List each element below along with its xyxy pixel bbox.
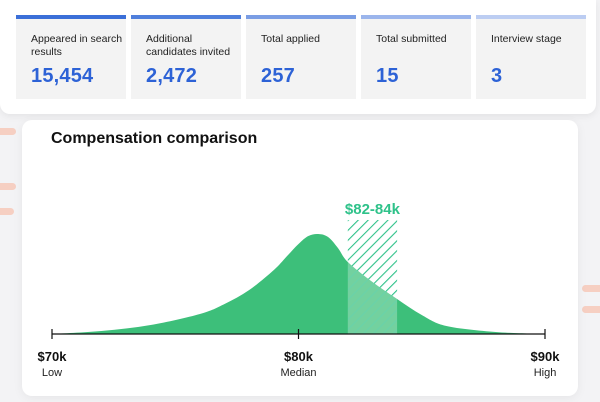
compensation-chart: $82-84k $70k Low $80k Median $90k High	[38, 201, 561, 379]
stat-label: Appeared in search results	[31, 33, 123, 58]
stat-value: 15	[376, 65, 399, 87]
x-tick-sublabel: High	[534, 367, 557, 379]
x-tick-label: $70k	[38, 349, 68, 364]
range-label: $82-84k	[345, 201, 401, 218]
x-tick-label: $80k	[284, 349, 314, 364]
decorative-stripe	[0, 183, 16, 190]
stat-label: Total submitted	[376, 33, 447, 45]
stat-card-interview[interactable]: Interview stage 3	[476, 15, 586, 99]
stat-value: 2,472	[146, 65, 198, 87]
stats-panel: Appeared in search results 15,454 Additi…	[0, 0, 596, 114]
x-tick-sublabel: Median	[280, 367, 316, 379]
decorative-stripe	[582, 306, 600, 313]
decorative-stripe	[0, 208, 14, 215]
compensation-chart-card: Compensation comparison $82-84k $70k Low $8…	[22, 120, 578, 396]
decorative-stripe	[582, 285, 600, 292]
stat-label: Interview stage	[491, 33, 562, 45]
x-tick-sublabel: Low	[42, 367, 62, 379]
stat-value: 15,454	[31, 65, 94, 87]
chart-title: Compensation comparison	[51, 130, 258, 147]
x-tick-label: $90k	[531, 349, 561, 364]
stat-card-invited[interactable]: Additional candidates invited 2,472	[131, 15, 241, 99]
stat-card-applied[interactable]: Total applied 257	[246, 15, 356, 99]
stat-card-appeared[interactable]: Appeared in search results 15,454	[16, 15, 126, 99]
stat-value: 3	[491, 65, 503, 87]
distribution-area	[52, 233, 545, 334]
stat-label: Additional candidates invited	[146, 33, 231, 58]
range-hatch	[347, 220, 398, 334]
decorative-stripe	[0, 128, 16, 135]
stat-card-submitted[interactable]: Total submitted 15	[361, 15, 471, 99]
stat-label: Total applied	[261, 33, 320, 45]
stat-value: 257	[261, 65, 295, 87]
